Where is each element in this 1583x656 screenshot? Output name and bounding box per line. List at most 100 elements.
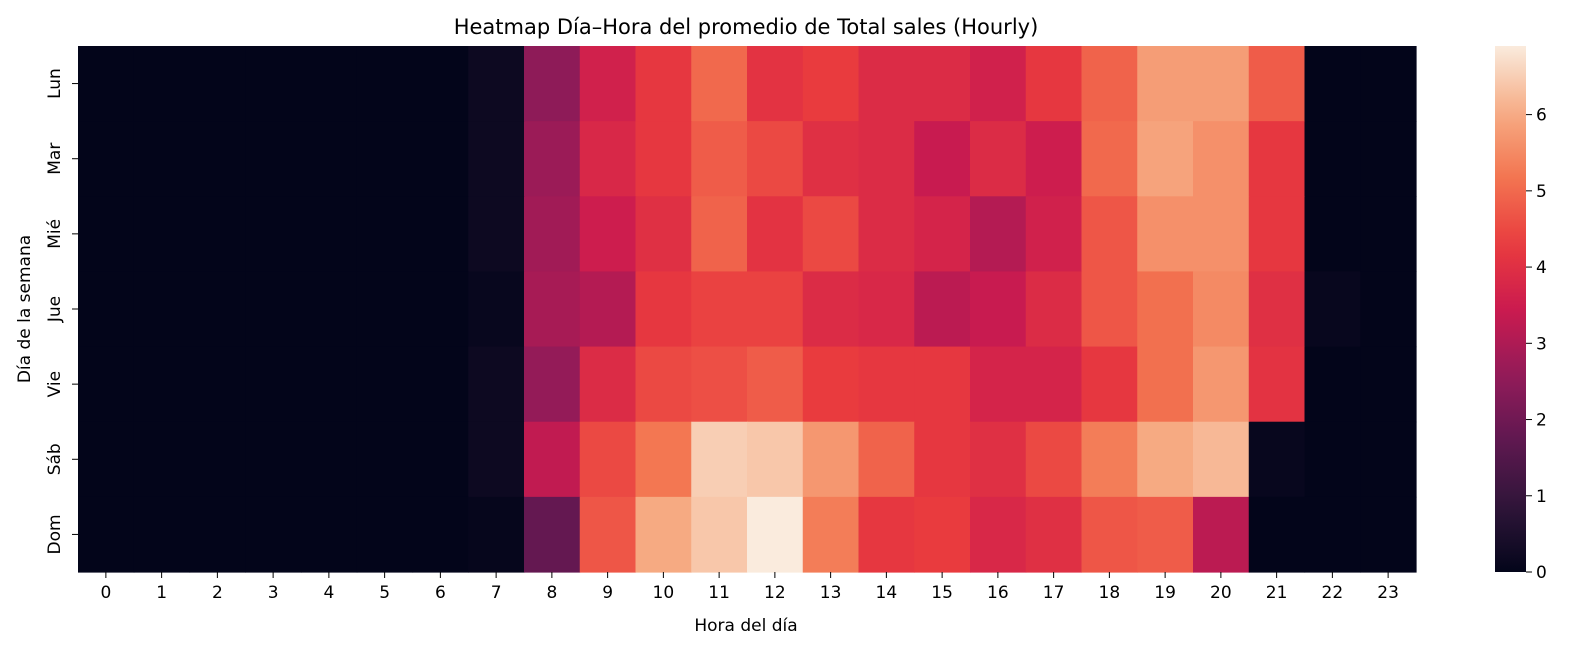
heatmap-cell (691, 496, 748, 573)
heatmap-cell (356, 196, 414, 273)
heatmap-cell (747, 196, 804, 273)
heatmap-cell (858, 496, 915, 573)
heatmap-cell (1137, 496, 1194, 573)
heatmap-cell (1304, 46, 1361, 122)
x-tick-label: 14 (876, 583, 898, 603)
heatmap-cell (802, 196, 860, 273)
heatmap-cell (1193, 46, 1250, 122)
heatmap-cell (970, 421, 1027, 498)
x-tick-label: 13 (820, 583, 842, 603)
heatmap-cell (468, 271, 525, 348)
heatmap-cell (412, 421, 469, 498)
heatmap-cell (356, 346, 414, 423)
x-tick-label: 4 (323, 583, 334, 603)
chart-title: Heatmap Día–Hora del promedio de Total s… (454, 15, 1039, 39)
heatmap-cell (189, 346, 246, 423)
heatmap-cell (133, 421, 191, 498)
heatmap-cell (301, 496, 358, 573)
heatmap-cell (524, 121, 581, 197)
y-tick-label: Mié (45, 219, 65, 249)
heatmap-cell (914, 271, 971, 348)
heatmap-cell (1193, 346, 1250, 423)
heatmap-cell (747, 121, 804, 197)
heatmap-cell (78, 496, 135, 573)
heatmap-cell (524, 346, 581, 423)
x-tick-label: 10 (653, 583, 675, 603)
heatmap-cell (1360, 271, 1417, 348)
heatmap-cell (245, 496, 302, 573)
y-tick-label: Jue (45, 296, 65, 323)
heatmap-cell (1248, 196, 1306, 273)
heatmap-cell (914, 121, 971, 197)
y-tick-label: Dom (45, 514, 65, 554)
heatmap-cell (1360, 46, 1417, 122)
heatmap-cell (1081, 346, 1138, 423)
heatmap-cell (1137, 421, 1194, 498)
heatmap-cell (133, 196, 191, 273)
heatmap-cell (1248, 346, 1306, 423)
x-tick-label: 16 (987, 583, 1009, 603)
heatmap-cell (1025, 196, 1083, 273)
heatmap-cell (78, 196, 135, 273)
x-tick-label: 11 (708, 583, 730, 603)
heatmap-cell (579, 346, 637, 423)
heatmap-cell (635, 421, 692, 498)
x-tick-label: 12 (764, 583, 786, 603)
heatmap-cell (524, 421, 581, 498)
heatmap-cell (1304, 121, 1361, 197)
heatmap-cell (133, 346, 191, 423)
heatmap-cell (133, 121, 191, 197)
colorbar-tick-label: 2 (1536, 411, 1547, 431)
y-tick-label: Vie (45, 371, 65, 397)
heatmap-cell (691, 271, 748, 348)
heatmap-cell (412, 121, 469, 197)
heatmap-cell (691, 421, 748, 498)
heatmap-cell (1248, 421, 1306, 498)
heatmap-cell (1137, 121, 1194, 197)
colorbar-ticks: 0 1 2 3 4 5 6 (1526, 106, 1547, 583)
heatmap-cell (1304, 496, 1361, 573)
heatmap-cell (524, 46, 581, 122)
heatmap-cell (970, 346, 1027, 423)
heatmap-cell (245, 421, 302, 498)
heatmap-cell (468, 46, 525, 122)
heatmap-cell (691, 46, 748, 122)
heatmap-cell (1025, 496, 1083, 573)
heatmap-cell (858, 346, 915, 423)
heatmap-cell (78, 271, 135, 348)
heatmap-cell (1081, 46, 1138, 122)
heatmap-cell (1304, 196, 1361, 273)
heatmap-cell (802, 421, 860, 498)
heatmap-cell (579, 196, 637, 273)
heatmap-cell (691, 196, 748, 273)
colorbar (1495, 46, 1526, 572)
heatmap-cell (1248, 121, 1306, 197)
heatmap-cell (412, 196, 469, 273)
heatmap-cell (412, 496, 469, 573)
heatmap-cell (1025, 46, 1083, 122)
heatmap-cell (579, 121, 637, 197)
y-tick-label: Lun (45, 68, 65, 99)
heatmap-cell (1025, 271, 1083, 348)
heatmap-cell (1137, 46, 1194, 122)
heatmap-cell (356, 421, 414, 498)
heatmap-cell (1304, 271, 1361, 348)
heatmap-cell (1193, 421, 1250, 498)
heatmap-cell (245, 196, 302, 273)
heatmap-cell (468, 196, 525, 273)
x-tick-label: 20 (1210, 583, 1232, 603)
heatmap-cell (1025, 346, 1083, 423)
x-tick-label: 5 (379, 583, 390, 603)
heatmap-cell (970, 196, 1027, 273)
heatmap-cell (691, 346, 748, 423)
y-axis-ticks: Lun Mar Mié Jue Vie Sáb Dom (45, 68, 78, 554)
heatmap-cell (914, 196, 971, 273)
x-tick-label: 1 (156, 583, 167, 603)
x-axis-label: Hora del día (694, 616, 797, 636)
heatmap-cell (747, 46, 804, 122)
heatmap-cell (189, 121, 246, 197)
heatmap-cell (78, 121, 135, 197)
heatmap-cell (133, 271, 191, 348)
heatmap-cell (1025, 421, 1083, 498)
